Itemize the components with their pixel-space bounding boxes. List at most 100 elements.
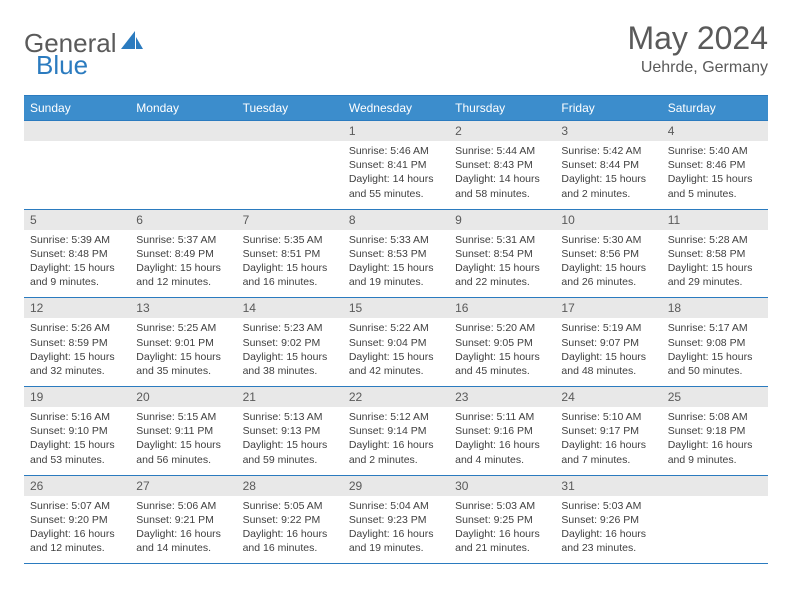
header: General May 2024 Uehrde, Germany (24, 20, 768, 77)
day-content: Sunrise: 5:30 AMSunset: 8:56 PMDaylight:… (555, 230, 661, 298)
sunrise-text: Sunrise: 5:17 AM (668, 321, 762, 335)
day-number: 21 (237, 387, 343, 407)
daylight-text: Daylight: 15 hours and 53 minutes. (30, 438, 124, 466)
sunset-text: Sunset: 8:58 PM (668, 247, 762, 261)
day-cell: 30Sunrise: 5:03 AMSunset: 9:25 PMDayligh… (449, 475, 555, 564)
day-number: 3 (555, 121, 661, 141)
day-number-empty (662, 476, 768, 496)
sunset-text: Sunset: 9:14 PM (349, 424, 443, 438)
sunrise-text: Sunrise: 5:40 AM (668, 144, 762, 158)
day-number: 22 (343, 387, 449, 407)
day-cell: 10Sunrise: 5:30 AMSunset: 8:56 PMDayligh… (555, 209, 661, 298)
daylight-text: Daylight: 15 hours and 59 minutes. (243, 438, 337, 466)
day-content: Sunrise: 5:16 AMSunset: 9:10 PMDaylight:… (24, 407, 130, 475)
daylight-text: Daylight: 15 hours and 45 minutes. (455, 350, 549, 378)
sunset-text: Sunset: 9:11 PM (136, 424, 230, 438)
day-cell: 24Sunrise: 5:10 AMSunset: 9:17 PMDayligh… (555, 387, 661, 476)
day-number: 6 (130, 210, 236, 230)
day-cell: 27Sunrise: 5:06 AMSunset: 9:21 PMDayligh… (130, 475, 236, 564)
sunrise-text: Sunrise: 5:22 AM (349, 321, 443, 335)
sunset-text: Sunset: 9:13 PM (243, 424, 337, 438)
sunrise-text: Sunrise: 5:33 AM (349, 233, 443, 247)
daylight-text: Daylight: 15 hours and 38 minutes. (243, 350, 337, 378)
sunrise-text: Sunrise: 5:37 AM (136, 233, 230, 247)
day-number: 11 (662, 210, 768, 230)
day-cell: 31Sunrise: 5:03 AMSunset: 9:26 PMDayligh… (555, 475, 661, 564)
day-number: 2 (449, 121, 555, 141)
sunrise-text: Sunrise: 5:03 AM (561, 499, 655, 513)
day-cell (237, 121, 343, 210)
day-content: Sunrise: 5:46 AMSunset: 8:41 PMDaylight:… (343, 141, 449, 209)
sunset-text: Sunset: 8:59 PM (30, 336, 124, 350)
daylight-text: Daylight: 15 hours and 29 minutes. (668, 261, 762, 289)
day-cell: 4Sunrise: 5:40 AMSunset: 8:46 PMDaylight… (662, 121, 768, 210)
sunset-text: Sunset: 9:17 PM (561, 424, 655, 438)
day-content: Sunrise: 5:20 AMSunset: 9:05 PMDaylight:… (449, 318, 555, 386)
sunrise-text: Sunrise: 5:31 AM (455, 233, 549, 247)
sunset-text: Sunset: 8:43 PM (455, 158, 549, 172)
sunset-text: Sunset: 9:07 PM (561, 336, 655, 350)
daylight-text: Daylight: 15 hours and 56 minutes. (136, 438, 230, 466)
day-content: Sunrise: 5:26 AMSunset: 8:59 PMDaylight:… (24, 318, 130, 386)
week-row: 12Sunrise: 5:26 AMSunset: 8:59 PMDayligh… (24, 298, 768, 387)
title-block: May 2024 Uehrde, Germany (627, 20, 768, 77)
daylight-text: Daylight: 16 hours and 7 minutes. (561, 438, 655, 466)
day-cell: 1Sunrise: 5:46 AMSunset: 8:41 PMDaylight… (343, 121, 449, 210)
day-number: 1 (343, 121, 449, 141)
daylight-text: Daylight: 16 hours and 4 minutes. (455, 438, 549, 466)
sunrise-text: Sunrise: 5:06 AM (136, 499, 230, 513)
week-row: 1Sunrise: 5:46 AMSunset: 8:41 PMDaylight… (24, 121, 768, 210)
sunset-text: Sunset: 8:44 PM (561, 158, 655, 172)
day-number: 26 (24, 476, 130, 496)
day-number-empty (24, 121, 130, 141)
daylight-text: Daylight: 15 hours and 22 minutes. (455, 261, 549, 289)
day-number: 4 (662, 121, 768, 141)
day-number: 28 (237, 476, 343, 496)
day-header-row: Sunday Monday Tuesday Wednesday Thursday… (24, 96, 768, 121)
daylight-text: Daylight: 16 hours and 21 minutes. (455, 527, 549, 555)
daylight-text: Daylight: 16 hours and 12 minutes. (30, 527, 124, 555)
day-content: Sunrise: 5:11 AMSunset: 9:16 PMDaylight:… (449, 407, 555, 475)
day-content: Sunrise: 5:22 AMSunset: 9:04 PMDaylight:… (343, 318, 449, 386)
day-cell: 26 Sunrise: 5:07 AMSunset: 9:20 PMDayligh… (24, 475, 130, 564)
daylight-text: Daylight: 15 hours and 42 minutes. (349, 350, 443, 378)
sunrise-text: Sunrise: 5:23 AM (243, 321, 337, 335)
day-number: 18 (662, 298, 768, 318)
day-content: Sunrise: 5:12 AMSunset: 9:14 PMDaylight:… (343, 407, 449, 475)
day-cell: 2Sunrise: 5:44 AMSunset: 8:43 PMDaylight… (449, 121, 555, 210)
daylight-text: Daylight: 15 hours and 19 minutes. (349, 261, 443, 289)
day-cell: 7Sunrise: 5:35 AMSunset: 8:51 PMDaylight… (237, 209, 343, 298)
day-content: Sunrise: 5:33 AMSunset: 8:53 PMDaylight:… (343, 230, 449, 298)
daylight-text: Daylight: 15 hours and 32 minutes. (30, 350, 124, 378)
day-cell: 6Sunrise: 5:37 AMSunset: 8:49 PMDaylight… (130, 209, 236, 298)
daylight-text: Daylight: 15 hours and 16 minutes. (243, 261, 337, 289)
daylight-text: Daylight: 16 hours and 23 minutes. (561, 527, 655, 555)
daylight-text: Daylight: 14 hours and 58 minutes. (455, 172, 549, 200)
sunset-text: Sunset: 9:10 PM (30, 424, 124, 438)
sunset-text: Sunset: 9:22 PM (243, 513, 337, 527)
sunrise-text: Sunrise: 5:08 AM (668, 410, 762, 424)
sunset-text: Sunset: 9:21 PM (136, 513, 230, 527)
month-title: May 2024 (627, 20, 768, 57)
day-content: Sunrise: 5:13 AMSunset: 9:13 PMDaylight:… (237, 407, 343, 475)
day-content: Sunrise: 5:40 AMSunset: 8:46 PMDaylight:… (662, 141, 768, 209)
day-content: Sunrise: 5:19 AMSunset: 9:07 PMDaylight:… (555, 318, 661, 386)
day-cell: 20Sunrise: 5:15 AMSunset: 9:11 PMDayligh… (130, 387, 236, 476)
daylight-text: Daylight: 16 hours and 2 minutes. (349, 438, 443, 466)
daylight-text: Daylight: 15 hours and 9 minutes. (30, 261, 124, 289)
day-cell (24, 121, 130, 210)
day-number-empty (130, 121, 236, 141)
sunrise-text: Sunrise: 5:15 AM (136, 410, 230, 424)
day-content: Sunrise: 5:39 AMSunset: 8:48 PMDaylight:… (24, 230, 130, 298)
daylight-text: Daylight: 16 hours and 9 minutes. (668, 438, 762, 466)
day-content-empty (237, 141, 343, 199)
sunrise-text: Sunrise: 5:11 AM (455, 410, 549, 424)
daylight-text: Daylight: 16 hours and 19 minutes. (349, 527, 443, 555)
sunrise-text: Sunrise: 5:07 AM (30, 499, 124, 513)
logo-text-2: Blue (36, 50, 88, 81)
day-number: 29 (343, 476, 449, 496)
day-cell: 12Sunrise: 5:26 AMSunset: 8:59 PMDayligh… (24, 298, 130, 387)
day-content: Sunrise: 5:15 AMSunset: 9:11 PMDaylight:… (130, 407, 236, 475)
day-number: 9 (449, 210, 555, 230)
sunset-text: Sunset: 9:20 PM (30, 513, 124, 527)
